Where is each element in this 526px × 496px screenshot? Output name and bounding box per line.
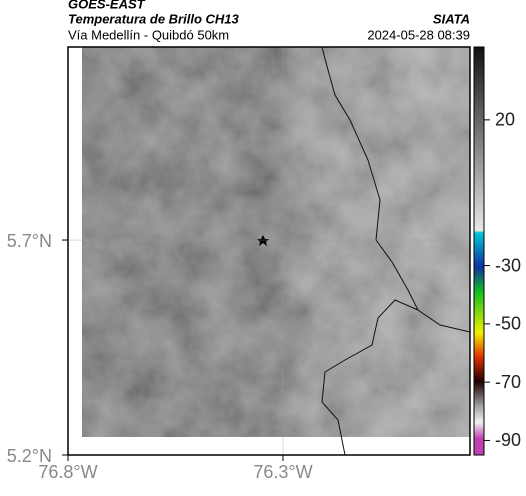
terrain-shade — [82, 47, 470, 437]
location-marker — [257, 235, 269, 246]
source: SIATA — [433, 11, 470, 26]
lon-label: 76.3°W — [253, 462, 312, 482]
product: GOES-EAST — [68, 0, 146, 11]
lon-label: 76.8°W — [38, 462, 97, 482]
colorbar-label: 20 — [495, 110, 515, 130]
map — [67, 46, 471, 456]
lat-label: 5.7°N — [7, 231, 52, 251]
map-frame — [67, 46, 471, 456]
colorbar-label: -30 — [495, 255, 521, 275]
colorbar-label: -90 — [495, 430, 521, 450]
colorbar-label: -70 — [495, 372, 521, 392]
subtitle: Vía Medellín - Quibdó 50km — [68, 27, 229, 42]
colorbar-label: -50 — [495, 314, 521, 334]
border-line — [321, 299, 419, 456]
colorbar — [473, 46, 485, 456]
border-line — [321, 46, 471, 333]
title: Temperatura de Brillo CH13 — [68, 11, 240, 26]
lat-label: 5.2°N — [7, 446, 52, 466]
datetime: 2024-05-28 08:39 — [367, 27, 470, 42]
